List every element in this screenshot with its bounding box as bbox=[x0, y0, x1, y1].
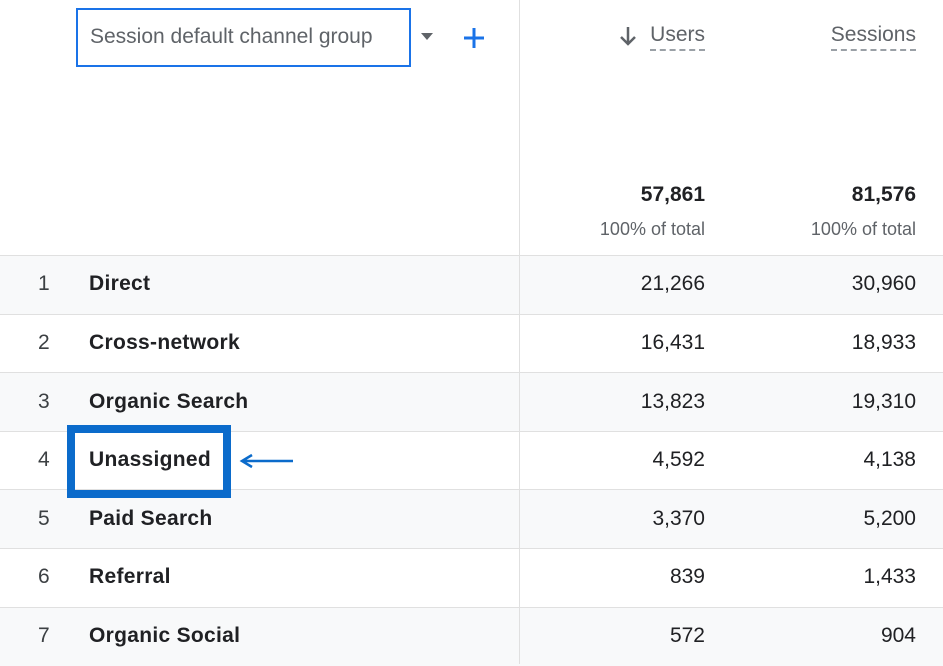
total-value: 81,576 bbox=[851, 183, 916, 206]
highlight-box bbox=[67, 425, 231, 498]
channel-name: Direct bbox=[89, 272, 151, 296]
dimension-select[interactable] bbox=[76, 8, 411, 67]
dimension-label: Session default channel group bbox=[90, 25, 373, 48]
channel-name: Referral bbox=[89, 565, 171, 589]
sessions-value: 904 bbox=[880, 623, 916, 647]
column-header[interactable]: Users bbox=[650, 23, 705, 51]
channel-name: Organic Social bbox=[89, 623, 241, 647]
channel-name: Organic Search bbox=[89, 389, 249, 413]
channel-name: Unassigned bbox=[89, 448, 212, 472]
sessions-value: 5,200 bbox=[863, 506, 916, 530]
row-index: 3 bbox=[38, 389, 50, 413]
total-share: 100% of total bbox=[599, 219, 705, 239]
table-row bbox=[0, 430, 943, 491]
table-row bbox=[0, 372, 943, 432]
table-row bbox=[0, 606, 943, 666]
users-value: 572 bbox=[669, 623, 705, 647]
channel-name: Paid Search bbox=[89, 506, 213, 530]
sessions-value: 30,960 bbox=[851, 272, 916, 296]
users-value: 3,370 bbox=[652, 506, 705, 530]
sessions-value: 4,138 bbox=[863, 448, 916, 472]
total-share: 100% of total bbox=[810, 219, 916, 239]
sessions-value: 19,310 bbox=[851, 389, 916, 413]
row-index: 4 bbox=[38, 448, 50, 472]
users-value: 21,266 bbox=[640, 272, 705, 296]
row-index: 5 bbox=[38, 506, 50, 530]
sessions-value: 1,433 bbox=[863, 565, 916, 589]
row-index: 7 bbox=[38, 623, 50, 647]
sort-arrow bbox=[620, 27, 636, 46]
channel-name: Cross-network bbox=[89, 330, 240, 354]
add-dimension[interactable] bbox=[462, 26, 486, 50]
users-value: 16,431 bbox=[640, 330, 705, 354]
users-value: 13,823 bbox=[640, 389, 705, 413]
annotation-arrow bbox=[239, 453, 293, 469]
table-row bbox=[0, 548, 943, 608]
dropdown-arrow[interactable] bbox=[418, 30, 438, 44]
users-value: 839 bbox=[669, 565, 705, 589]
total-value: 57,861 bbox=[640, 183, 705, 206]
sessions-value: 18,933 bbox=[851, 330, 916, 354]
table-row bbox=[0, 313, 943, 374]
users-value: 4,592 bbox=[652, 448, 705, 472]
row-index: 6 bbox=[38, 565, 50, 589]
table-row bbox=[0, 255, 943, 315]
column-divider bbox=[519, 0, 520, 664]
table-row bbox=[0, 489, 943, 549]
column-header[interactable]: Sessions bbox=[830, 23, 916, 51]
row-index: 1 bbox=[38, 272, 50, 296]
row-index: 2 bbox=[38, 330, 50, 354]
